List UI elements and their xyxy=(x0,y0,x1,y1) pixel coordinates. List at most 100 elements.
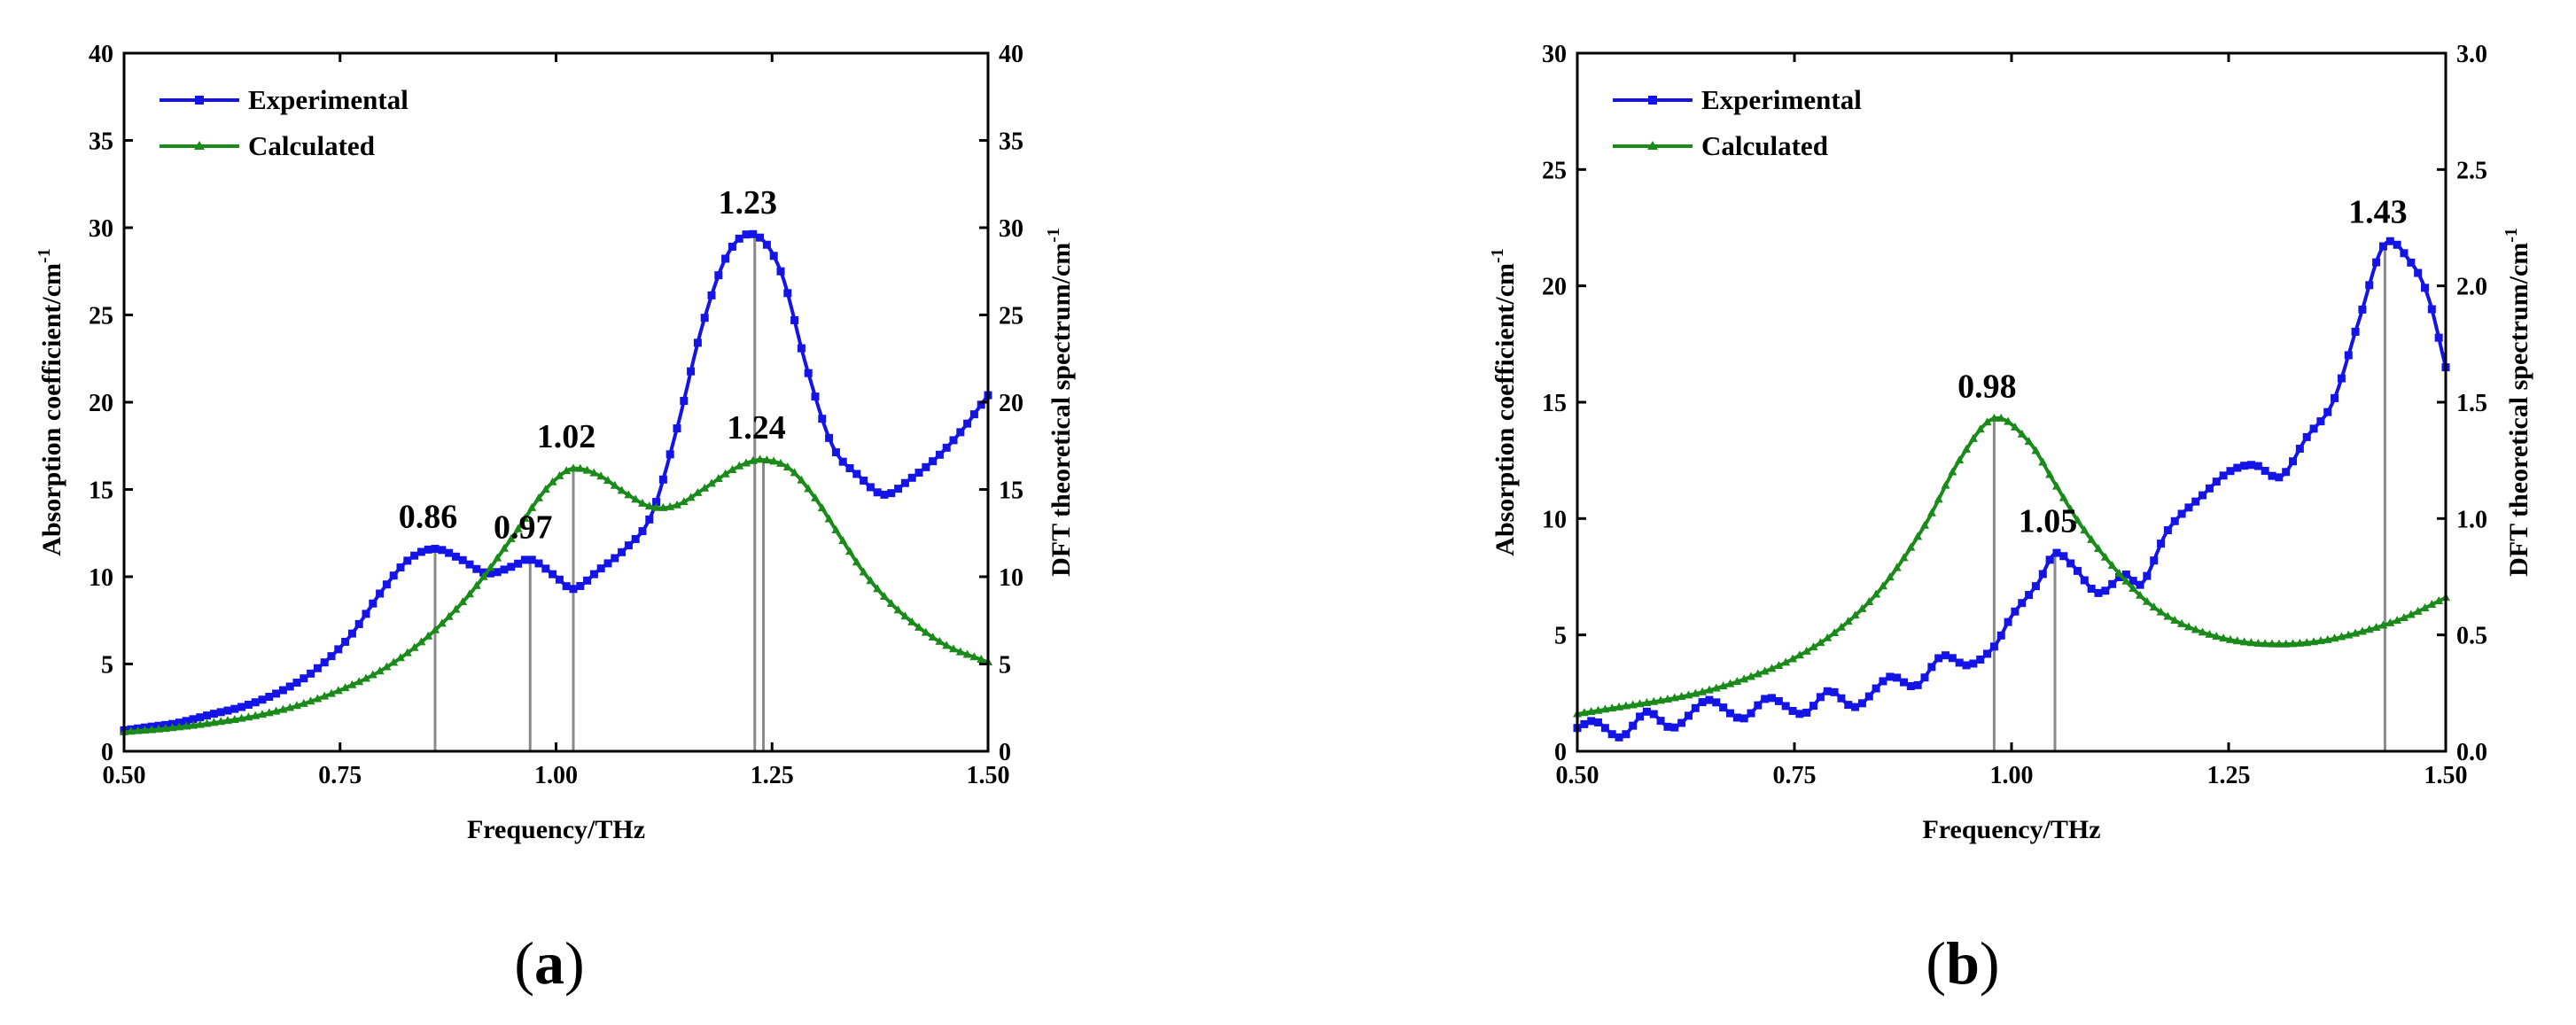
data-point xyxy=(1962,661,1971,670)
data-point xyxy=(907,473,916,482)
data-point xyxy=(2337,374,2346,383)
data-point xyxy=(652,498,661,507)
data-point xyxy=(831,448,840,457)
peak-label: 1.02 xyxy=(537,418,596,455)
legend-label: Experimental xyxy=(248,84,409,115)
data-point xyxy=(825,433,834,442)
data-point xyxy=(1886,672,1895,681)
y-tick-label: 15 xyxy=(1542,390,1567,417)
data-point xyxy=(1719,703,1728,712)
data-point xyxy=(2414,268,2423,277)
data-point xyxy=(811,493,820,501)
data-point xyxy=(2225,634,2235,643)
y-axis-title-sup: -1 xyxy=(1488,248,1507,263)
data-point xyxy=(2268,471,2276,480)
panel-label-a: (a) xyxy=(514,929,584,997)
data-point xyxy=(2399,612,2409,621)
data-point xyxy=(1857,699,1866,708)
data-point xyxy=(2177,509,2186,518)
data-point xyxy=(582,465,592,474)
data-point xyxy=(1705,695,1714,704)
data-point xyxy=(2073,566,2082,575)
data-point xyxy=(313,664,322,672)
data-point xyxy=(1906,682,1915,691)
data-point xyxy=(1622,730,1630,739)
data-point xyxy=(687,367,696,376)
data-point xyxy=(244,712,253,721)
data-point xyxy=(2413,606,2423,615)
data-point xyxy=(1879,677,1887,686)
data-point xyxy=(2393,616,2402,625)
data-point xyxy=(2129,583,2138,592)
data-point xyxy=(527,502,537,511)
data-point xyxy=(2136,580,2144,589)
data-point xyxy=(1670,723,1679,732)
data-point xyxy=(742,230,751,239)
data-point xyxy=(762,455,772,464)
data-point xyxy=(376,589,385,598)
data-point xyxy=(1621,701,1630,710)
data-point xyxy=(2351,327,2360,336)
data-point xyxy=(644,501,654,510)
data-point xyxy=(1768,694,1777,703)
data-point xyxy=(2073,515,2082,524)
data-point xyxy=(2239,637,2249,646)
data-point xyxy=(154,724,163,733)
data-point xyxy=(783,289,792,298)
data-point xyxy=(1982,417,1992,426)
data-point xyxy=(1712,698,1721,707)
data-point xyxy=(1600,704,1610,713)
data-point xyxy=(866,483,875,492)
y-axis-title-text: Absorption coefficient/cm xyxy=(1490,263,1520,556)
data-point xyxy=(769,252,778,260)
data-point xyxy=(1878,581,1887,590)
data-point xyxy=(549,570,557,579)
data-point xyxy=(935,450,944,459)
data-point xyxy=(1823,633,1833,641)
data-point xyxy=(2253,462,2262,470)
data-point xyxy=(1761,695,1770,703)
data-point xyxy=(2295,444,2304,453)
data-point xyxy=(520,555,529,564)
data-point xyxy=(1962,444,1972,453)
data-point xyxy=(2226,467,2235,476)
data-point xyxy=(278,686,287,695)
data-point xyxy=(424,631,433,640)
data-point xyxy=(645,515,654,524)
chart-b: 0.50 0.75 1.00 1.25 1.50 0 5 10 15 20 25 30 0.0 0.5 1.… xyxy=(1488,41,2533,844)
data-point xyxy=(2024,437,2034,446)
data-point xyxy=(617,485,626,494)
data-point xyxy=(962,649,972,658)
data-point xyxy=(354,677,364,686)
data-point xyxy=(1649,710,1658,718)
data-point xyxy=(583,576,592,585)
data-point xyxy=(2246,461,2255,470)
data-point xyxy=(555,575,564,584)
data-point xyxy=(438,546,447,555)
data-point xyxy=(230,704,239,713)
data-point xyxy=(341,637,350,646)
data-point xyxy=(292,679,301,687)
data-point xyxy=(2184,503,2193,512)
data-point xyxy=(1996,631,2005,640)
data-point xyxy=(1615,702,1624,711)
data-point xyxy=(354,619,363,628)
data-point xyxy=(369,599,377,608)
data-point xyxy=(306,696,315,705)
data-point xyxy=(216,717,226,726)
y-tick-label: 35 xyxy=(89,128,113,156)
data-point xyxy=(1968,433,1978,442)
data-point xyxy=(845,547,854,555)
data-point xyxy=(2219,633,2229,642)
data-point xyxy=(624,541,633,550)
data-point xyxy=(340,683,350,692)
data-point xyxy=(1942,651,1950,660)
data-point xyxy=(2282,468,2291,477)
data-point xyxy=(147,725,157,734)
data-point xyxy=(562,466,572,475)
y-tick-label: 10 xyxy=(1542,506,1567,533)
data-point xyxy=(811,392,820,401)
data-point xyxy=(2115,573,2124,582)
data-point xyxy=(416,637,426,646)
data-point xyxy=(175,722,184,731)
